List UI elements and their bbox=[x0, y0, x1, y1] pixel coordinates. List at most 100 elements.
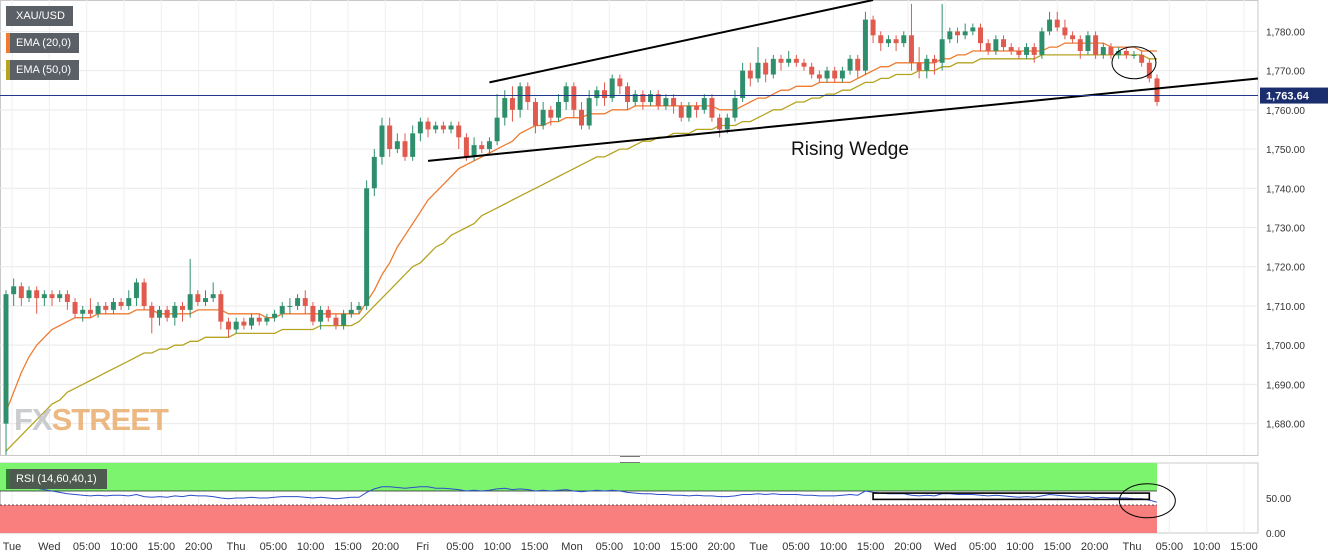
candle bbox=[1108, 43, 1114, 59]
pane-resize-handle[interactable] bbox=[620, 456, 640, 463]
legend-symbol-label: XAU/USD bbox=[16, 10, 65, 22]
candle-body bbox=[686, 105, 692, 118]
x-tick-label: 15:00 bbox=[334, 541, 362, 553]
candle bbox=[962, 23, 968, 40]
candle bbox=[617, 74, 623, 95]
y-tick-label: 1,780.00 bbox=[1266, 27, 1305, 38]
candle-body bbox=[732, 98, 738, 118]
candle-body bbox=[954, 31, 960, 36]
candle-body bbox=[364, 188, 370, 306]
candle bbox=[717, 113, 723, 138]
candle bbox=[893, 35, 899, 51]
candle-body bbox=[793, 58, 799, 63]
candle-body bbox=[203, 298, 209, 303]
candle bbox=[379, 117, 385, 165]
x-tick-label: Wed bbox=[934, 541, 956, 553]
candle-body bbox=[970, 27, 976, 32]
candle-body bbox=[962, 31, 968, 36]
candle bbox=[939, 3, 945, 71]
y-tick-label: 1,760.00 bbox=[1266, 106, 1305, 117]
candle bbox=[11, 278, 17, 306]
rsi-bands bbox=[0, 463, 1157, 533]
candle-body bbox=[410, 133, 416, 157]
candle-body bbox=[318, 309, 324, 322]
candle bbox=[901, 31, 907, 48]
candle bbox=[1039, 27, 1045, 59]
candle bbox=[494, 94, 500, 146]
candle bbox=[57, 290, 63, 303]
candle-body bbox=[924, 58, 930, 71]
x-tick-label: 20:00 bbox=[708, 541, 736, 553]
legend-ema50[interactable]: EMA (50,0) bbox=[6, 60, 80, 80]
candle-body bbox=[295, 298, 301, 306]
legend-ema20[interactable]: EMA (20,0) bbox=[6, 33, 80, 53]
candle-body bbox=[847, 58, 853, 71]
candle-body bbox=[164, 309, 170, 318]
x-tick-label: 05:00 bbox=[260, 541, 288, 553]
candle-body bbox=[1131, 54, 1137, 56]
candle-body bbox=[226, 321, 232, 330]
legend-symbol[interactable]: XAU/USD bbox=[6, 6, 73, 26]
axes: 1,680.00 1,690.00 1,700.00 1,710.00 1,720.00… bbox=[0, 27, 1328, 553]
candle bbox=[203, 290, 209, 306]
candle bbox=[218, 290, 224, 330]
x-tick-label: Mon bbox=[561, 541, 582, 553]
x-tick-label: Tue bbox=[749, 541, 768, 553]
candle bbox=[532, 98, 538, 134]
wedge-upper-line bbox=[489, 0, 874, 84]
candle-body bbox=[141, 282, 147, 306]
candle-body bbox=[486, 141, 492, 150]
candle bbox=[655, 90, 661, 110]
candle bbox=[724, 113, 730, 134]
x-tick-label: 15:00 bbox=[521, 541, 549, 553]
x-tick-label: 15:00 bbox=[857, 541, 885, 553]
candle-body bbox=[579, 109, 584, 126]
x-tick-label: Tue bbox=[3, 541, 22, 553]
candle-body bbox=[563, 86, 569, 102]
candle-body bbox=[103, 305, 109, 310]
candle bbox=[1008, 43, 1014, 55]
candle-body bbox=[187, 294, 193, 310]
candle-body bbox=[1008, 47, 1014, 51]
candle bbox=[924, 54, 930, 79]
candle-body bbox=[126, 298, 132, 306]
candle-body bbox=[778, 58, 784, 63]
candle bbox=[179, 302, 185, 322]
candle bbox=[509, 86, 515, 122]
candle bbox=[985, 39, 991, 55]
candle-body bbox=[724, 117, 730, 130]
candle bbox=[1146, 58, 1152, 83]
candle bbox=[287, 298, 293, 314]
candle-body bbox=[87, 309, 93, 314]
candle-body bbox=[156, 309, 162, 318]
legend-rsi[interactable]: RSI (14,60,40,1) bbox=[6, 469, 107, 489]
watermark-part2: STREET bbox=[51, 402, 169, 437]
candle-body bbox=[509, 98, 515, 110]
rising-wedge bbox=[427, 0, 1259, 162]
candle bbox=[364, 180, 370, 310]
candle bbox=[440, 121, 446, 134]
candle bbox=[555, 94, 561, 122]
x-tick-label: 05:00 bbox=[782, 541, 810, 553]
candle-body bbox=[640, 94, 646, 102]
x-tick-label: 05:00 bbox=[1156, 541, 1184, 553]
candle-body bbox=[341, 313, 347, 326]
candle-body bbox=[1070, 35, 1076, 40]
x-tick-label: 10:00 bbox=[110, 541, 138, 553]
candle-body bbox=[1085, 35, 1091, 51]
candle bbox=[540, 101, 546, 130]
candle bbox=[586, 90, 592, 130]
y-tick-label: 1,690.00 bbox=[1266, 380, 1305, 391]
candle bbox=[333, 313, 339, 330]
candle bbox=[1154, 74, 1160, 106]
candle bbox=[862, 11, 868, 75]
candle-body bbox=[709, 98, 715, 118]
rsi-layer bbox=[5, 480, 1176, 519]
candle bbox=[1077, 35, 1083, 59]
candle-body bbox=[325, 309, 331, 318]
candle-body bbox=[694, 105, 700, 110]
candle-body bbox=[387, 125, 393, 150]
candle-body bbox=[249, 317, 255, 326]
candle bbox=[126, 290, 132, 310]
candle-body bbox=[80, 309, 86, 314]
